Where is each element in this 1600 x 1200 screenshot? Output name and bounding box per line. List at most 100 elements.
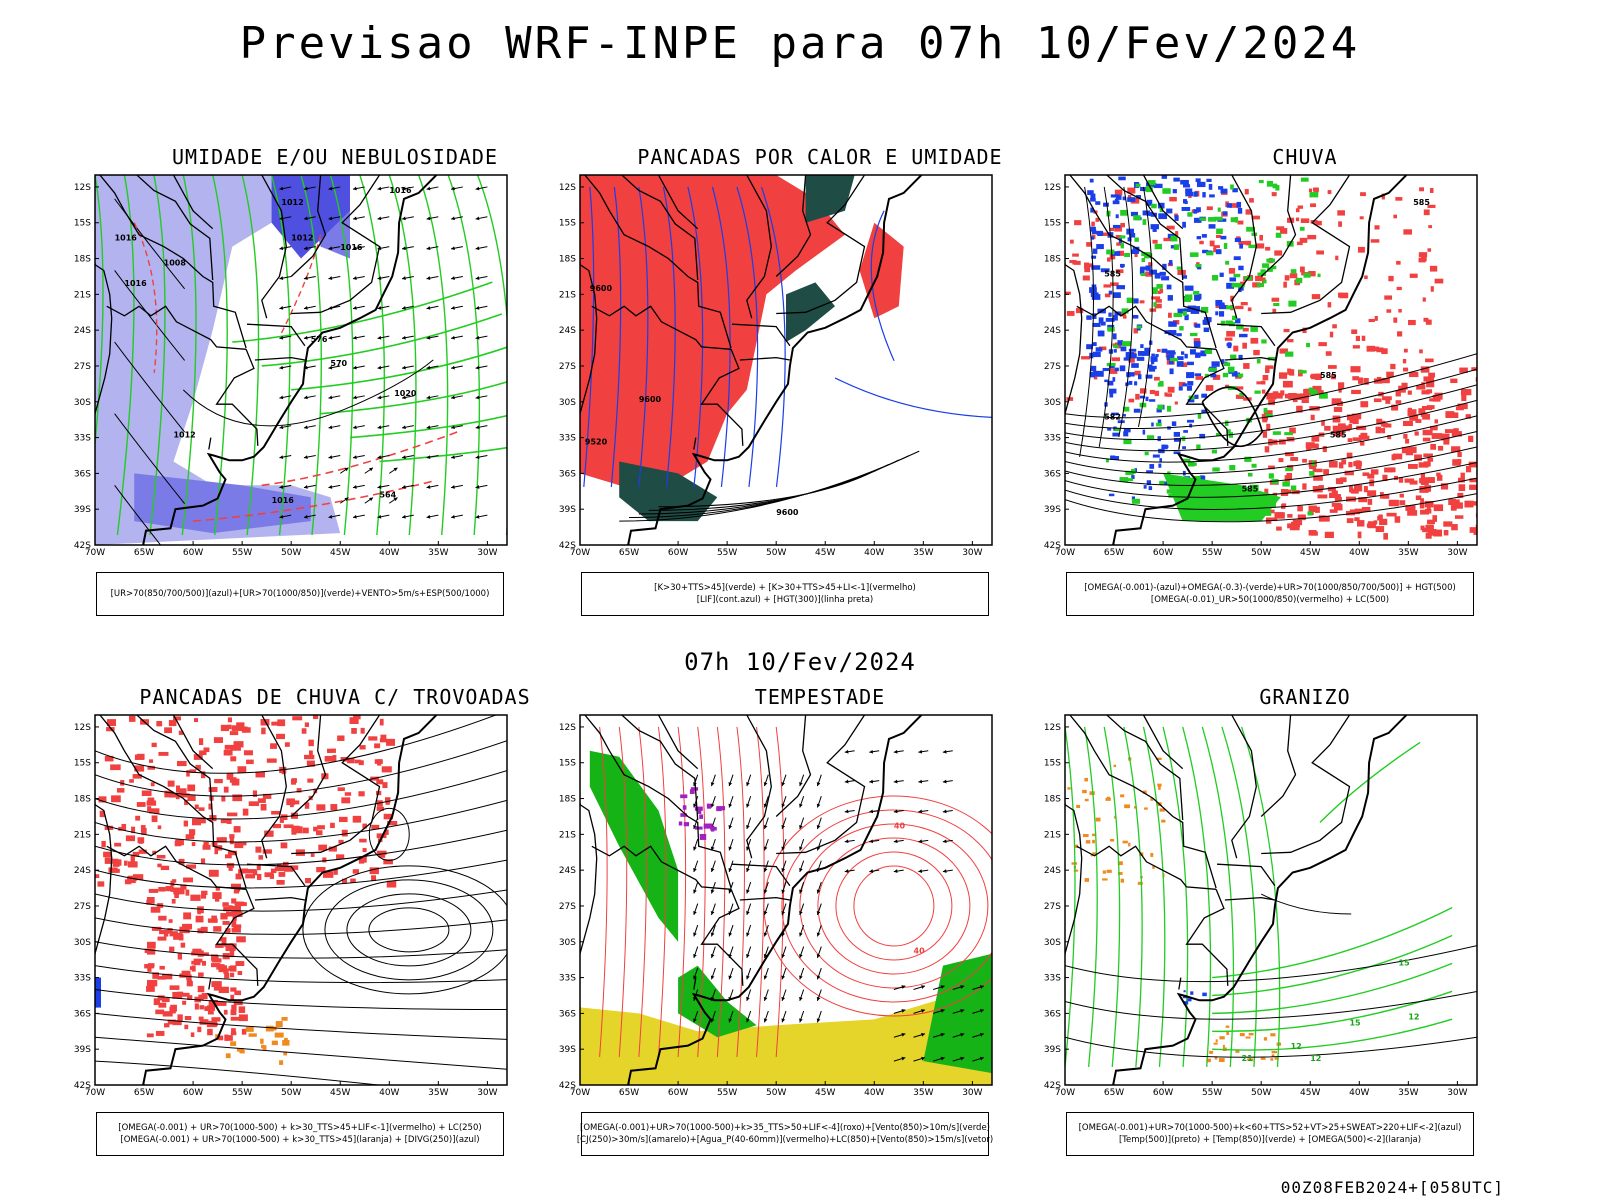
state-border	[589, 175, 699, 281]
rain-green	[1157, 404, 1164, 410]
lon-label: 45W	[1300, 548, 1320, 558]
rain-red	[1307, 234, 1317, 240]
severe-purple	[683, 822, 690, 827]
rain-red	[1353, 461, 1362, 467]
contour-label: 40	[914, 947, 926, 956]
rain-blue	[1089, 372, 1096, 378]
wind-vector	[393, 467, 398, 472]
lat-label: 15S	[1044, 219, 1061, 229]
rain-green	[1310, 388, 1316, 395]
rain-red	[1164, 392, 1168, 397]
storm-red	[276, 880, 285, 885]
wind-vector	[693, 846, 697, 851]
storm-red	[208, 869, 219, 877]
wind-vector	[1000, 1057, 1004, 1061]
map-border	[94, 174, 508, 546]
rain-blue	[1182, 184, 1191, 188]
storm-red	[368, 736, 378, 741]
state-border	[746, 715, 772, 859]
rain-blue	[1182, 221, 1186, 228]
rain-red	[1367, 498, 1373, 505]
rain-green	[1260, 269, 1266, 273]
wind-vector	[279, 425, 284, 430]
storm-red	[230, 987, 237, 992]
wind-vector	[303, 485, 308, 489]
wind-vector	[799, 889, 803, 894]
rain-red	[1424, 508, 1432, 514]
rain-red	[1193, 338, 1201, 344]
rain-red	[1422, 297, 1426, 302]
storm-red	[183, 877, 194, 883]
rain-red	[1458, 484, 1466, 491]
rain-red	[1266, 423, 1271, 431]
rain-red	[1420, 478, 1429, 485]
rain-blue	[1095, 347, 1103, 352]
storm-red	[214, 897, 220, 902]
lon-label: 45W	[815, 548, 835, 558]
lat-label: 21S	[1044, 830, 1061, 840]
rain-red	[1256, 381, 1266, 385]
storm-red	[201, 960, 206, 966]
wind-vector	[344, 467, 349, 472]
lat-label: 24S	[74, 866, 91, 876]
state-border	[580, 803, 598, 962]
rain-blue	[1133, 408, 1141, 413]
wind-vector	[352, 306, 357, 310]
wind-vector	[921, 1009, 925, 1013]
wind-vector	[352, 395, 357, 400]
rain-green	[1230, 217, 1237, 223]
wind-vector	[328, 276, 333, 280]
rain-red	[1302, 458, 1307, 463]
rain-blue	[1129, 232, 1136, 238]
state-border	[1185, 349, 1229, 446]
rain-red	[1313, 475, 1323, 481]
wind-vector	[799, 996, 803, 1001]
wind-vector	[693, 953, 697, 958]
wind-vector	[328, 514, 333, 519]
contour-label: 15	[1399, 959, 1411, 968]
rain-red	[1159, 288, 1164, 294]
lon-label: 65W	[619, 548, 639, 558]
legend-line: [UR>70(850/700/500)](azul)+[UR>70(1000/8…	[110, 589, 490, 599]
rain-blue	[1186, 419, 1195, 423]
rain-blue	[1193, 217, 1202, 223]
rain-red	[1363, 486, 1368, 493]
wind-vector	[279, 514, 284, 519]
lat-label: 15S	[559, 219, 576, 229]
rain-blue	[1118, 176, 1126, 181]
omega-orange	[1106, 869, 1112, 873]
legend-granizo: [OMEGA(-0.001)+UR>70(1000-500)+k<60+TTS>…	[1066, 1112, 1474, 1156]
storm-red	[157, 976, 166, 980]
omega-orange	[1248, 1032, 1254, 1036]
rain-red	[1261, 389, 1266, 394]
storm-red	[130, 854, 135, 862]
rain-red	[1454, 515, 1464, 519]
wind-vector	[451, 485, 455, 489]
storm-red	[116, 788, 125, 793]
storm-red	[132, 851, 140, 857]
storm-red	[230, 994, 235, 1001]
storm-red	[291, 825, 300, 832]
storm-red	[337, 787, 345, 791]
rain-red	[1274, 250, 1283, 256]
rain-green	[1176, 266, 1182, 270]
rain-green	[1230, 184, 1234, 190]
rain-red	[1149, 308, 1157, 312]
storm-red	[359, 838, 367, 843]
temp500-black	[1065, 1036, 1477, 1058]
wind-vector	[377, 335, 382, 340]
storm-red	[198, 807, 205, 811]
storm-red	[141, 827, 147, 835]
wind-vector	[693, 868, 697, 872]
rain-blue	[1194, 323, 1201, 328]
rain-blue	[1173, 437, 1181, 442]
rain-red	[1114, 225, 1122, 232]
wind-vector	[303, 276, 308, 280]
storm-red	[353, 715, 361, 720]
hail-blue	[1202, 992, 1207, 997]
wind-vector	[402, 276, 406, 280]
storm-red	[264, 872, 274, 878]
storm-red	[255, 846, 262, 853]
